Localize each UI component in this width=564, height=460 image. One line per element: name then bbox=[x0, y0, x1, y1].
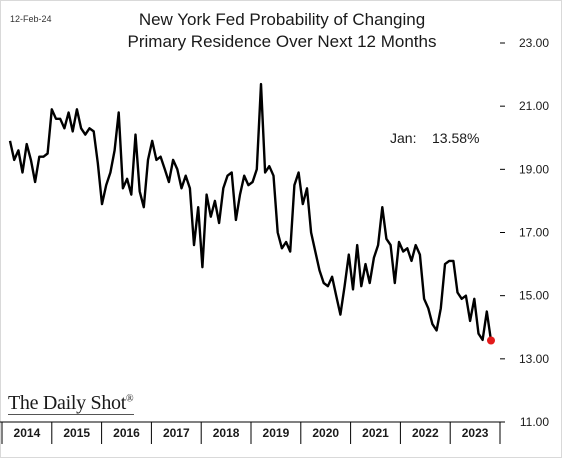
chart-title-line2: Primary Residence Over Next 12 Months bbox=[127, 32, 437, 51]
brand-underline bbox=[8, 414, 134, 415]
brand-registered-mark: ® bbox=[126, 393, 134, 405]
y-tick-label: 19.00 bbox=[519, 162, 549, 176]
x-tick-label: 2022 bbox=[412, 426, 439, 440]
y-tick-label: 23.00 bbox=[519, 36, 549, 50]
series-line bbox=[8, 82, 493, 342]
y-tick-label: 13.00 bbox=[519, 352, 549, 366]
x-tick-label: 2018 bbox=[213, 426, 240, 440]
brand-logo: The Daily Shot® bbox=[8, 392, 134, 415]
x-tick-label: 2023 bbox=[462, 426, 489, 440]
latest-point-marker bbox=[487, 336, 495, 345]
y-tick-label: 15.00 bbox=[519, 289, 549, 303]
y-tick-label: 17.00 bbox=[519, 226, 549, 240]
x-tick-label: 2021 bbox=[362, 426, 389, 440]
x-tick-label: 2016 bbox=[113, 426, 140, 440]
chart-title-line1: New York Fed Probability of Changing bbox=[138, 10, 426, 29]
x-tick-label: 2017 bbox=[163, 426, 190, 440]
y-tick-label: 11.00 bbox=[520, 415, 549, 429]
brand-name: The Daily Shot bbox=[8, 392, 127, 414]
latest-value-annotation: Jan: 13.58% bbox=[390, 130, 480, 146]
x-tick-label: 2015 bbox=[63, 426, 90, 440]
y-tick-label: 21.00 bbox=[519, 99, 549, 113]
x-tick-label: 2019 bbox=[263, 426, 290, 440]
x-tick-label: 2020 bbox=[312, 426, 339, 440]
x-tick-label: 2014 bbox=[14, 426, 41, 440]
date-stamp: 12-Feb-24 bbox=[10, 14, 52, 24]
